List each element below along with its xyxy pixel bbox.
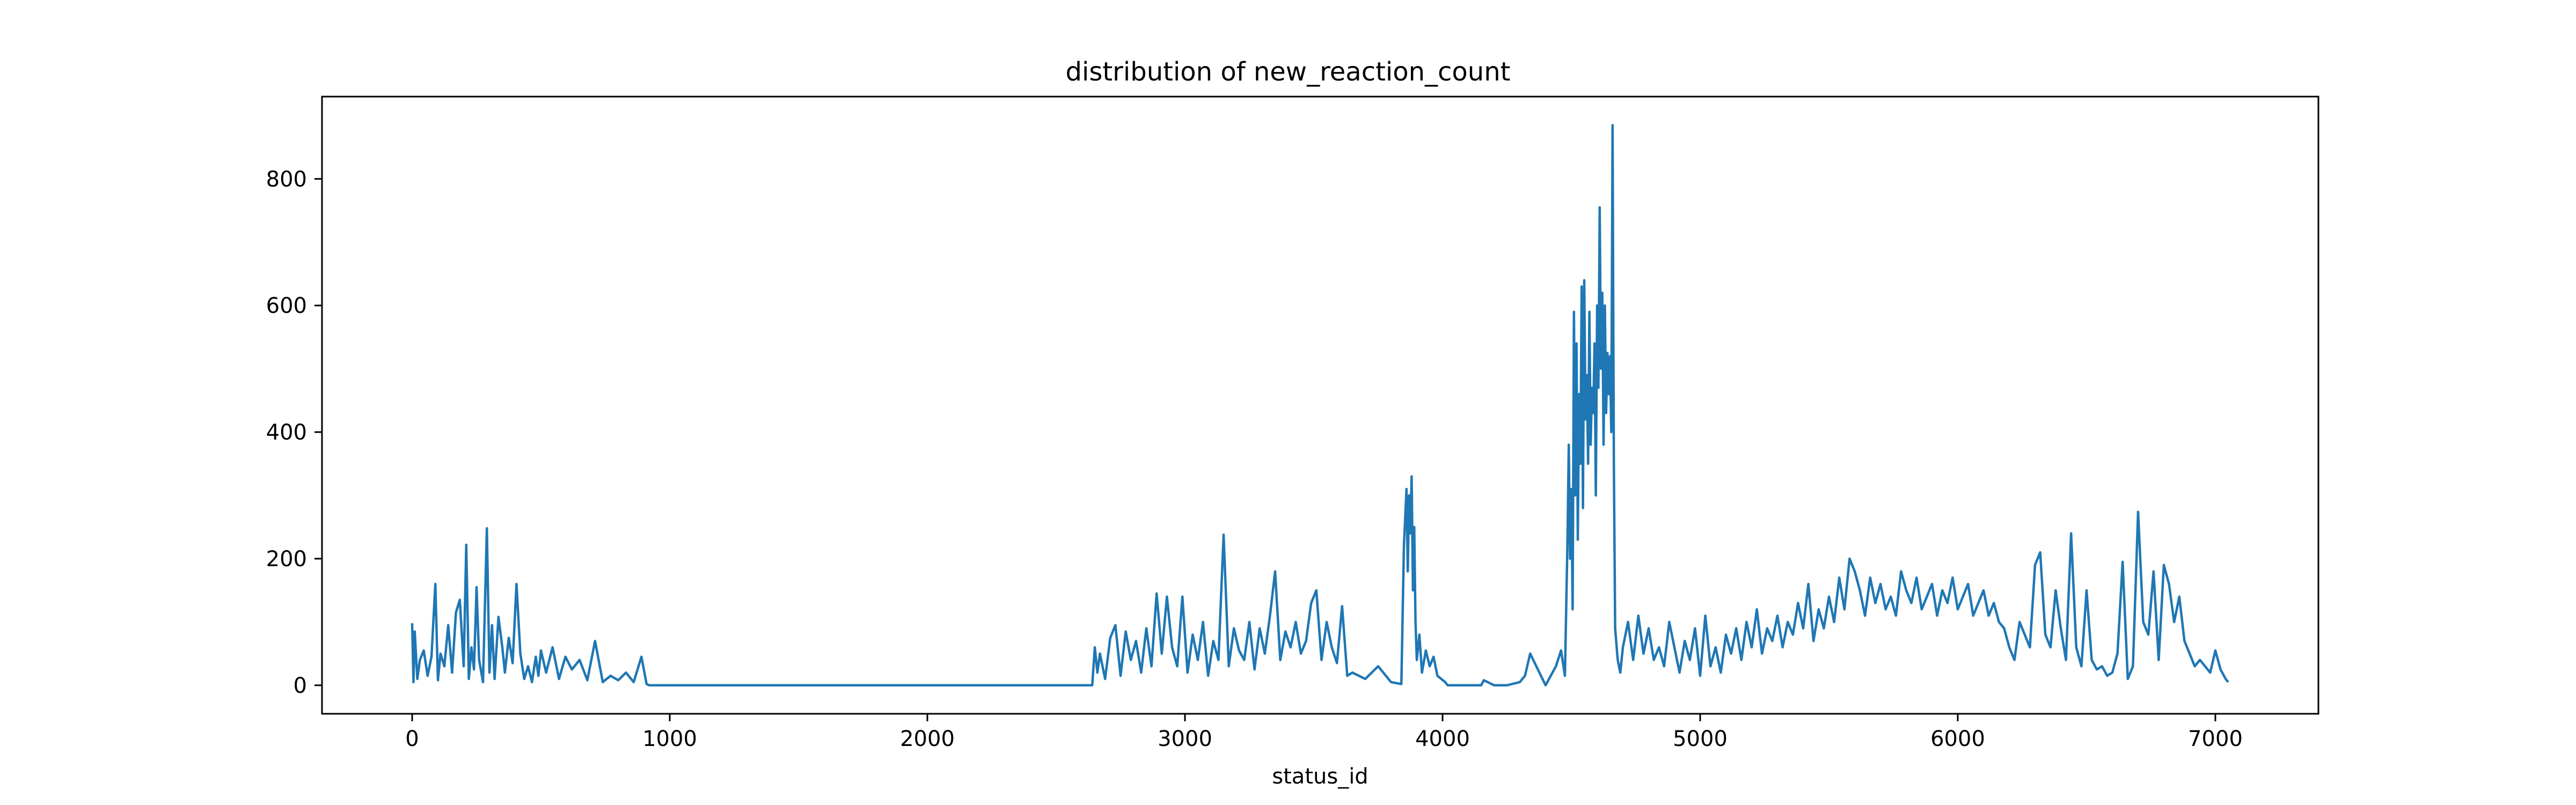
plot-area: [411, 123, 2229, 687]
x-tick-label: 4000: [1415, 727, 1470, 751]
y-tick-label: 200: [266, 547, 307, 572]
plot-frame: [321, 96, 2319, 715]
y-tick-label: 0: [294, 674, 307, 698]
x-tick-label: 0: [405, 727, 419, 751]
x-axis-label: status_id: [1272, 764, 1368, 789]
series-line-0: [411, 123, 2229, 687]
x-tick-label: 3000: [1158, 727, 1212, 751]
chart-title: distribution of new_reaction_count: [1066, 57, 1511, 87]
x-tick-label: 6000: [1930, 727, 1985, 751]
x-axis: 0 1000 2000 3000 4000 5000 6000 7000: [405, 714, 2243, 751]
y-tick-label: 800: [266, 167, 307, 192]
y-tick-label: 600: [266, 294, 307, 318]
y-axis: 0 200 400 600 800: [266, 167, 322, 698]
y-tick-label: 400: [266, 420, 307, 445]
x-tick-label: 1000: [642, 727, 697, 751]
x-tick-label: 2000: [900, 727, 955, 751]
x-tick-label: 7000: [2188, 727, 2243, 751]
x-tick-label: 5000: [1673, 727, 1728, 751]
